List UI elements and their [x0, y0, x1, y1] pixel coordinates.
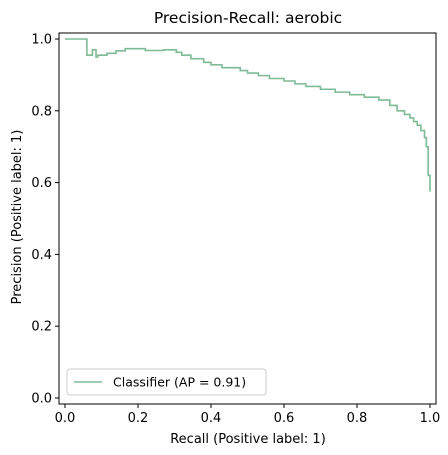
- legend-box: [66, 368, 267, 396]
- x-tick-label: 0.2: [128, 411, 149, 426]
- y-tick-label: 0.2: [31, 320, 52, 335]
- y-axis-label: Precision (Positive label: 1): [10, 130, 25, 305]
- x-axis-label: Recall (Positive label: 1): [170, 432, 326, 447]
- legend-label: Classifier (AP = 0.91): [113, 375, 246, 390]
- x-tick-label: 0.6: [274, 411, 295, 426]
- y-tick-label: 0.8: [31, 104, 52, 119]
- x-tick-label: 0.0: [55, 411, 76, 426]
- y-tick-label: 0.6: [31, 176, 52, 191]
- series-line-0: [65, 38, 431, 192]
- y-tick-label: 0.4: [31, 248, 52, 263]
- y-tick-label: 0.0: [31, 392, 52, 407]
- x-tick-label: 0.8: [347, 411, 368, 426]
- y-tick-label: 1.0: [31, 33, 52, 48]
- x-tick-label: 0.4: [201, 411, 222, 426]
- x-tick-label: 1.0: [420, 411, 441, 426]
- chart-title: Precision-Recall: aerobic: [154, 9, 342, 27]
- axes-frame: [58, 32, 437, 405]
- legend: Classifier (AP = 0.91): [66, 368, 267, 396]
- plot-area: 0.0 0.2 0.4 0.6 0.8 1.0 0.0 0.2 0.4 0.6 0.8 1.0: [31, 32, 441, 426]
